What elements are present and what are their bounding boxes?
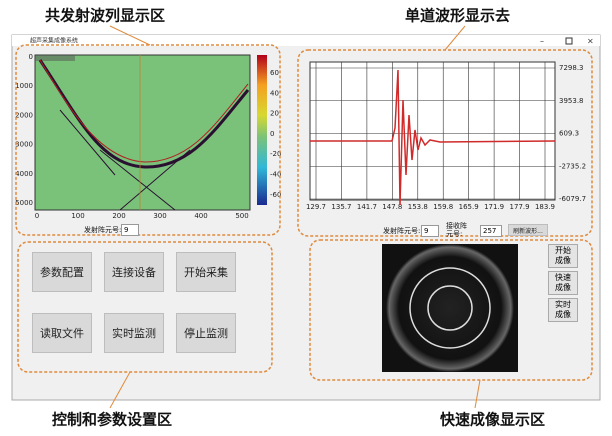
ultrasound-image: [386, 244, 514, 372]
receiver-label: 接收阵元号:: [446, 222, 472, 238]
minimize-button[interactable]: –: [540, 37, 544, 46]
colorbar: [257, 55, 267, 205]
x-tick-label: 171.9: [484, 203, 504, 211]
y-tick-label: 3000: [15, 141, 33, 149]
window-title: 超声采集成像系统: [30, 37, 78, 45]
y-tick-label: 0: [29, 53, 33, 61]
control-button[interactable]: 实时监测: [104, 313, 164, 353]
refresh-button[interactable]: 刷新波形...: [508, 224, 548, 236]
annotation: 单道波形显示去: [405, 7, 510, 25]
colorbar-tick-label: 0: [270, 130, 274, 138]
control-button[interactable]: 读取文件: [32, 313, 92, 353]
imaging-button[interactable]: 快速成像: [548, 271, 578, 295]
source-spinner[interactable]: 9: [421, 225, 439, 237]
annotation: 共发射波列显示区: [45, 7, 165, 25]
y-tick-label: 7298.3: [559, 64, 584, 72]
y-tick-label: -6079.7: [559, 195, 586, 203]
y-tick-label: 609.3: [559, 130, 579, 138]
source-label: 发射阵元号:: [84, 225, 121, 235]
y-tick-label: 4000: [15, 170, 33, 178]
control-button[interactable]: 开始采集: [176, 252, 236, 292]
colorbar-tick-label: 60: [270, 69, 279, 77]
colorbar-tick-label: 40: [270, 89, 279, 97]
annotation: 快速成像显示区: [440, 411, 545, 429]
control-button[interactable]: 参数配置: [32, 252, 92, 292]
source-label: 发射阵元号:: [383, 226, 420, 236]
receiver-spinner[interactable]: 257: [480, 225, 502, 237]
control-button[interactable]: 连接设备: [104, 252, 164, 292]
x-tick-label: 200: [112, 212, 125, 220]
y-tick-label: 5000: [15, 199, 33, 207]
x-tick-label: 135.7: [331, 203, 351, 211]
x-tick-label: 300: [153, 212, 166, 220]
x-tick-label: 0: [35, 212, 39, 220]
close-button[interactable]: ×: [587, 37, 594, 46]
x-tick-label: 183.9: [535, 203, 555, 211]
source-spinner[interactable]: 9: [121, 224, 139, 236]
x-tick-label: 153.8: [408, 203, 428, 211]
annotation: 控制和参数设置区: [52, 411, 172, 429]
x-tick-label: 129.7: [306, 203, 326, 211]
x-tick-label: 159.8: [433, 203, 453, 211]
page: 超声采集成像系统 – × 010002000300040005000010020…: [0, 0, 612, 436]
screenshot: 超声采集成像系统 – × 010002000300040005000010020…: [0, 0, 612, 436]
colorbar-tick-label: 20: [270, 110, 279, 118]
y-tick-label: 2000: [15, 111, 33, 119]
x-tick-label: 177.9: [510, 203, 530, 211]
x-tick-label: 500: [235, 212, 248, 220]
imaging-button[interactable]: 实时成像: [548, 298, 578, 322]
x-tick-label: 100: [71, 212, 84, 220]
y-tick-label: 3953.8: [559, 97, 584, 105]
x-tick-label: 165.9: [459, 203, 479, 211]
title-bar: [12, 35, 600, 46]
x-tick-label: 141.7: [357, 203, 377, 211]
imaging-button[interactable]: 开始成像: [548, 244, 578, 268]
control-button[interactable]: 停止监测: [176, 313, 236, 353]
x-tick-label: 400: [194, 212, 207, 220]
y-tick-label: 1000: [15, 82, 33, 90]
y-tick-label: -2735.2: [559, 162, 586, 170]
waveform-plot: [310, 62, 555, 200]
shot-gather-image: [35, 55, 250, 210]
